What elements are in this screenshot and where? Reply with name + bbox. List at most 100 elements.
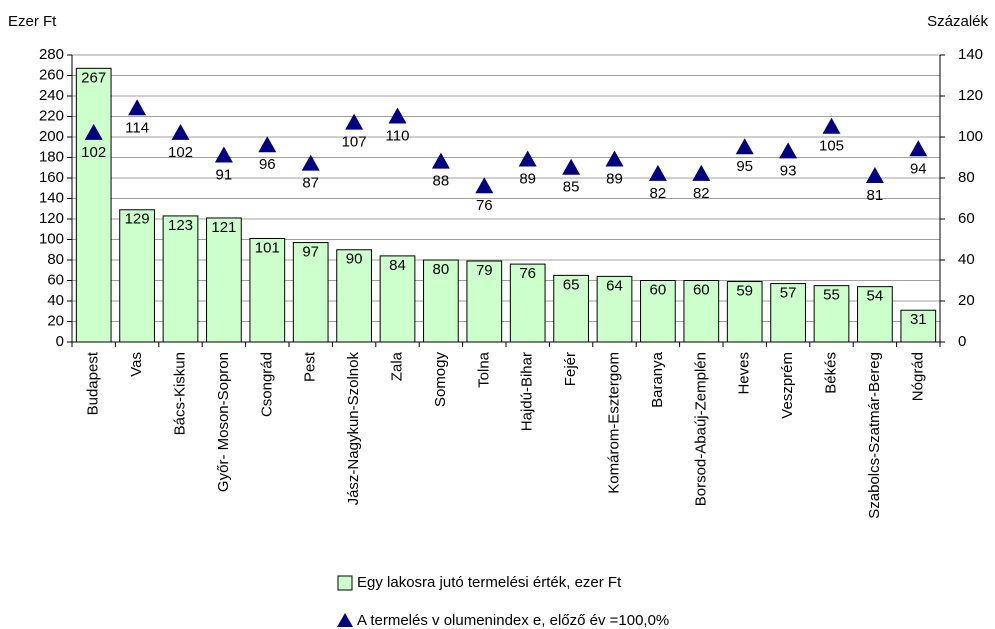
y-tick-label: 80: [47, 251, 64, 268]
y-tick-label: 260: [39, 66, 64, 83]
bar-value-label: 123: [168, 217, 193, 234]
x-tick-label: Nógrád: [909, 352, 926, 401]
marker: [128, 99, 147, 116]
bar-value-label: 65: [563, 276, 580, 293]
marker-value-label: 102: [168, 144, 193, 161]
x-tick-label: Pest: [302, 351, 319, 382]
y-tick-label: 180: [39, 148, 64, 165]
marker-value-label: 102: [81, 144, 106, 161]
bar: [466, 260, 503, 343]
bar-value-label: 267: [81, 69, 106, 86]
y2-tick-label: 120: [958, 87, 983, 104]
marker-value-label: 82: [693, 185, 710, 202]
x-tick-label: Borsod-Abaúj-Zemplén: [692, 352, 709, 506]
x-tick-label: Bács-Kiskun: [171, 352, 188, 435]
y-tick-label: 0: [56, 333, 64, 350]
marker-value-label: 105: [819, 138, 844, 155]
marker-value-label: 76: [476, 197, 493, 214]
x-tick-label: Baranya: [649, 351, 666, 408]
marker-value-label: 91: [216, 166, 233, 183]
bar: [423, 259, 459, 343]
marker: [214, 146, 233, 163]
bar: [379, 255, 416, 343]
legend-swatch: [337, 613, 353, 627]
marker: [301, 154, 320, 171]
marker-value-label: 94: [910, 160, 927, 177]
marker: [822, 117, 841, 134]
bar: [857, 286, 893, 343]
bar-value-label: 57: [780, 285, 797, 302]
y-tick-label: 280: [39, 46, 64, 63]
y2-tick-label: 60: [958, 210, 975, 227]
marker: [171, 123, 190, 140]
bar: [900, 309, 937, 343]
marker: [648, 164, 667, 181]
bar: [726, 281, 763, 343]
y2-tick-label: 140: [958, 46, 983, 63]
bar: [119, 209, 155, 343]
bar: [813, 285, 850, 343]
marker: [475, 177, 494, 194]
marker: [735, 138, 754, 155]
x-tick-label: Komárom-Esztergom: [605, 352, 622, 494]
marker-value-label: 88: [433, 173, 450, 190]
y2-tick-label: 20: [958, 292, 975, 309]
bar-value-label: 64: [606, 277, 623, 294]
x-tick-label: Budapest: [85, 351, 102, 415]
legend-label: Egy lakosra jutó termelési érték, ezer F…: [357, 574, 622, 591]
bar: [336, 249, 372, 343]
marker: [84, 123, 103, 140]
legend-swatch: [337, 575, 353, 591]
bar-value-label: 80: [433, 261, 450, 278]
marker-value-label: 85: [563, 179, 580, 196]
marker-value-label: 87: [302, 175, 319, 192]
y2-tick-label: 0: [958, 333, 966, 350]
y-axis-label: Ezer Ft: [8, 13, 57, 30]
bar: [75, 67, 112, 343]
x-tick-label: Szabolcs-Szatmár-Bereg: [866, 352, 883, 519]
marker: [518, 150, 537, 167]
marker-value-label: 110: [386, 127, 410, 144]
marker-value-label: 89: [606, 171, 623, 188]
bar-value-label: 60: [650, 281, 667, 298]
y2-tick-label: 80: [958, 169, 975, 186]
y2-tick-label: 40: [958, 251, 975, 268]
y-tick-label: 100: [39, 230, 64, 247]
x-tick-label: Hajdú-Bihar: [519, 352, 536, 431]
y-tick-label: 140: [39, 189, 64, 206]
y-tick-label: 220: [39, 107, 64, 124]
y-tick-label: 40: [47, 292, 64, 309]
x-tick-label: Jász-Nagykun-Szolnok: [345, 352, 362, 506]
x-tick-label: Békés: [822, 352, 839, 394]
marker: [431, 152, 450, 169]
y-tick-label: 20: [47, 312, 64, 329]
bar: [249, 237, 286, 343]
marker: [692, 164, 711, 181]
marker-value-label: 114: [125, 119, 149, 136]
bar: [596, 275, 633, 343]
bar-value-label: 129: [125, 211, 150, 228]
bar: [292, 242, 329, 343]
marker: [345, 113, 364, 130]
bar: [640, 280, 676, 343]
y-tick-label: 60: [47, 271, 64, 288]
x-tick-label: Heves: [736, 352, 753, 395]
bar-value-label: 121: [211, 219, 236, 236]
bar-value-label: 101: [255, 239, 280, 256]
y-tick-label: 120: [39, 210, 64, 227]
marker: [779, 142, 798, 159]
marker: [909, 140, 928, 157]
x-tick-label: Tolna: [475, 351, 492, 388]
bar-value-label: 76: [519, 265, 536, 282]
x-tick-label: Zala: [388, 351, 405, 381]
x-tick-label: Csongrád: [258, 352, 275, 417]
bar: [770, 283, 806, 343]
bar-value-label: 90: [346, 251, 363, 268]
y-tick-label: 160: [39, 169, 64, 186]
legend-label: A termelés v olumenindex e, előző év =10…: [357, 612, 669, 629]
marker: [388, 107, 407, 124]
marker-value-label: 96: [259, 156, 276, 173]
bar-value-label: 54: [867, 288, 884, 305]
x-tick-label: Győr- Moson-Sopron: [215, 352, 232, 492]
